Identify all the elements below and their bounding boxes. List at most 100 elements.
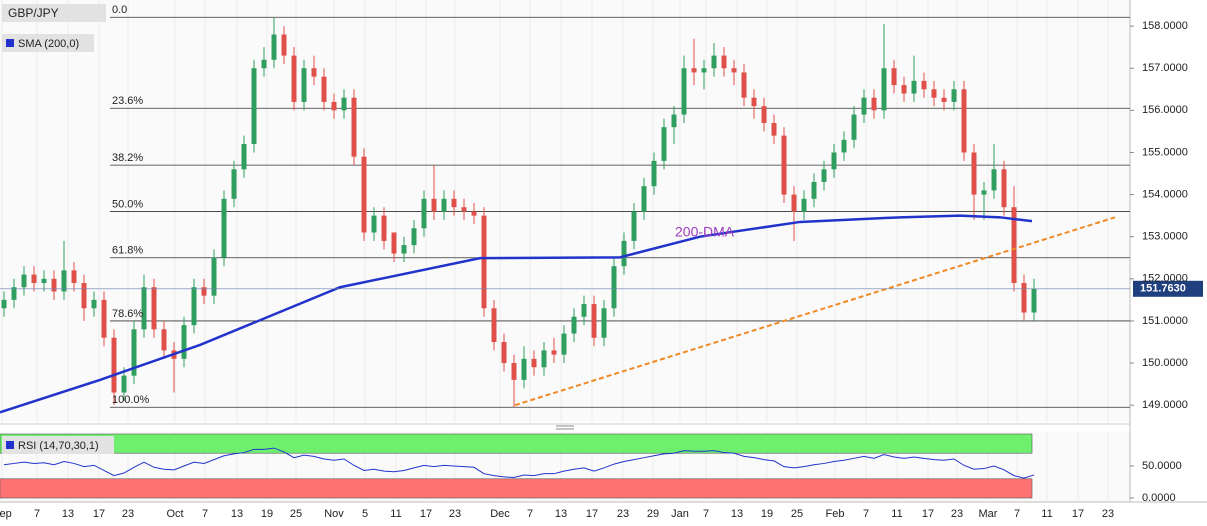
annotation: 200-DMA [675, 224, 735, 240]
candle-body [31, 274, 37, 284]
y-tick-label: 156.0000 [1142, 104, 1188, 116]
candle-body [141, 287, 147, 330]
candle-body [231, 169, 237, 199]
x-tick-label: 11 [891, 508, 902, 520]
candle-body [981, 190, 987, 195]
candle-body [221, 198, 227, 258]
x-tick-label: 7 [202, 508, 208, 520]
candle-body [451, 198, 457, 208]
overbought-zone [0, 433, 1033, 454]
candle-body [881, 68, 887, 111]
candle-body [1021, 283, 1027, 313]
x-tick-label: Feb [826, 508, 845, 520]
candle-body [1011, 207, 1017, 284]
rsi-swatch [6, 441, 14, 449]
candle-body [331, 101, 337, 111]
candle-body [151, 287, 157, 330]
sma-line [0, 214, 1033, 414]
candle-body [801, 198, 807, 212]
x-tick-label: Oct [166, 508, 183, 520]
candle-body [661, 127, 667, 161]
candle-body [51, 278, 57, 292]
last-price-label: 151.7630 [1140, 283, 1186, 295]
candle-body [61, 270, 67, 292]
x-tick-label: Sep [0, 508, 12, 520]
x-tick-label: 19 [261, 508, 273, 520]
x-tick-label: 11 [390, 508, 401, 520]
candle-body [351, 97, 357, 157]
candle-body [121, 375, 127, 393]
x-tick-label: Jan [671, 508, 689, 520]
candle-body [651, 160, 657, 187]
y-tick-label: 158.0000 [1142, 20, 1188, 32]
x-tick-label: 23 [617, 508, 629, 520]
candle-body [111, 337, 117, 393]
fib-label: 23.6% [112, 95, 143, 107]
x-tick-label: 25 [791, 508, 803, 520]
fib-label: 78.6% [112, 308, 143, 320]
candle-body [961, 89, 967, 153]
x-tick-label: 17 [586, 508, 598, 520]
price-panel [0, 0, 1130, 422]
candle-body [631, 211, 637, 241]
candle-body [161, 329, 167, 351]
candle-body [621, 240, 627, 267]
candle-body [691, 68, 697, 73]
candle-body [521, 358, 527, 380]
candle-body [681, 68, 687, 115]
x-tick-label: Mar [979, 508, 998, 520]
candle-body [991, 169, 997, 191]
candle-body [541, 350, 547, 368]
x-tick-label: 23 [449, 508, 461, 520]
candle-body [21, 274, 27, 288]
candle-body [91, 299, 97, 309]
x-tick-label: 11 [1041, 508, 1052, 520]
candle-body [951, 89, 957, 102]
candle-body [321, 76, 327, 102]
title-box [2, 4, 106, 22]
indicator-swatch [6, 39, 14, 47]
rsi-line [3, 447, 1035, 479]
x-tick-label: 5 [362, 508, 368, 520]
candle-body [301, 68, 307, 102]
candle-body [911, 80, 917, 94]
indicator-box [2, 34, 94, 52]
fib-label: 50.0% [112, 198, 143, 210]
candle-body [571, 316, 577, 334]
y-tick-label: 152.0000 [1142, 273, 1188, 285]
candle-body [761, 106, 767, 123]
candle-body [131, 329, 137, 376]
x-tick-label: 29 [647, 508, 659, 520]
candle-body [551, 350, 557, 355]
x-tick-label: 13 [555, 508, 567, 520]
x-tick-label: 17 [420, 508, 432, 520]
candle-body [411, 228, 417, 246]
candle-body [191, 287, 197, 326]
candle-body [531, 358, 537, 368]
candle-body [1001, 169, 1007, 208]
candle-body [741, 72, 747, 98]
x-tick-label: 7 [703, 508, 709, 520]
candle-body [921, 80, 927, 90]
x-tick-label: 17 [1072, 508, 1084, 520]
candle-body [181, 325, 187, 359]
candle-body [901, 85, 907, 94]
x-tick-label: 7 [34, 508, 40, 520]
candle-body [401, 245, 407, 254]
candle-body [201, 287, 207, 296]
x-tick-label: 17 [922, 508, 934, 520]
candle-body [281, 34, 287, 56]
candle-body [271, 34, 277, 60]
candle-body [601, 308, 607, 338]
y-tick-label: 0.0000 [1142, 492, 1176, 504]
candle-body [591, 304, 597, 338]
labels: GBP/JPY SMA (200,0) 200-DMA RSI (14,70,3… [0, 4, 1188, 520]
candle-body [641, 186, 647, 212]
candle-body [861, 97, 867, 115]
candle-body [1031, 288, 1037, 313]
candle-body [11, 287, 17, 300]
x-tick-label: 13 [731, 508, 743, 520]
candle-body [821, 169, 827, 182]
